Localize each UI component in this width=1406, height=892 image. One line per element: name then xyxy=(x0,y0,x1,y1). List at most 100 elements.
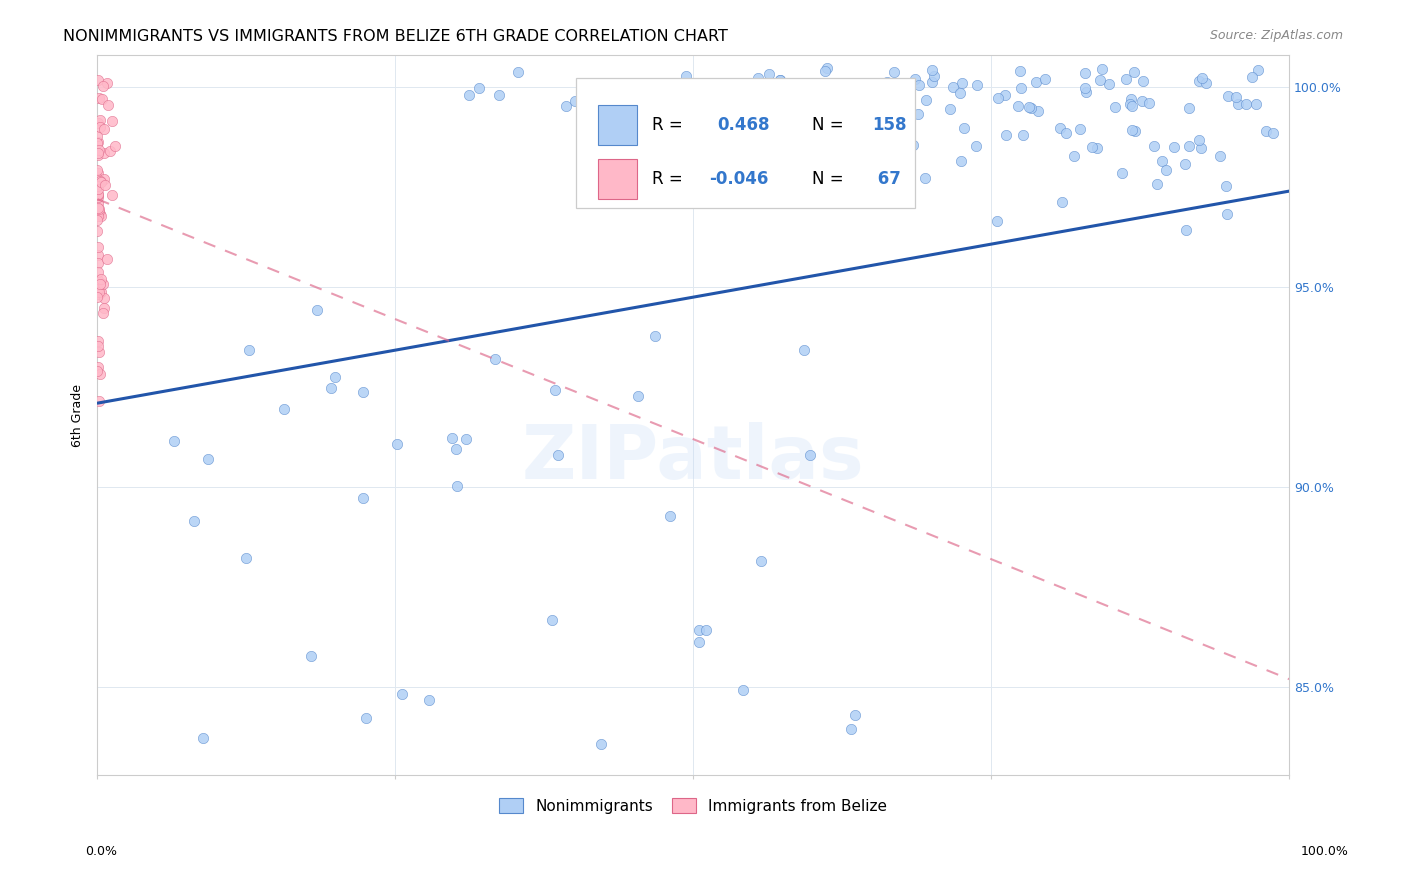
Point xyxy=(1143,139,1166,153)
Point xyxy=(484,352,506,367)
Point xyxy=(695,624,717,638)
Point xyxy=(441,431,464,445)
Point xyxy=(1240,70,1263,85)
Point xyxy=(91,306,114,320)
Point xyxy=(949,87,972,101)
Y-axis label: 6th Grade: 6th Grade xyxy=(72,384,84,447)
Point xyxy=(638,88,661,103)
Point xyxy=(93,291,115,305)
Point xyxy=(747,71,769,86)
Point xyxy=(87,173,110,187)
Point xyxy=(1073,66,1095,80)
Point xyxy=(841,722,863,736)
Point xyxy=(1050,195,1073,210)
Point xyxy=(163,434,186,448)
Point xyxy=(90,285,112,300)
Point xyxy=(986,214,1008,228)
Point xyxy=(995,128,1018,143)
Point xyxy=(1085,140,1108,154)
Point xyxy=(1121,99,1143,113)
Point xyxy=(1216,207,1239,221)
Point xyxy=(949,153,972,168)
Point xyxy=(749,112,772,126)
Point xyxy=(1019,101,1042,115)
Point xyxy=(749,553,772,567)
Point xyxy=(950,76,973,90)
Text: N =: N = xyxy=(813,116,844,134)
Point xyxy=(90,272,112,286)
Text: 158: 158 xyxy=(872,116,907,134)
Point xyxy=(87,240,110,254)
Point xyxy=(87,148,110,162)
Point xyxy=(941,79,963,94)
Point xyxy=(1152,153,1174,168)
Point xyxy=(1195,76,1218,90)
Point xyxy=(87,190,110,204)
Point xyxy=(1119,92,1142,106)
Point xyxy=(817,112,839,127)
Point xyxy=(1010,63,1032,78)
Point xyxy=(86,213,108,227)
Point xyxy=(1010,80,1032,95)
Point xyxy=(93,172,115,186)
Point xyxy=(1175,223,1198,237)
Text: 100.0%: 100.0% xyxy=(1301,845,1348,857)
Point xyxy=(585,128,607,142)
Point xyxy=(1246,63,1268,78)
Point xyxy=(666,76,689,90)
Point xyxy=(914,171,936,186)
Point xyxy=(93,301,115,315)
Text: Source: ZipAtlas.com: Source: ZipAtlas.com xyxy=(1209,29,1343,42)
Point xyxy=(769,73,792,87)
Point xyxy=(1137,96,1160,111)
Point xyxy=(799,448,821,462)
Point xyxy=(966,78,988,93)
Point xyxy=(555,99,578,113)
Point xyxy=(797,130,820,145)
Point xyxy=(86,128,108,143)
Point xyxy=(547,448,569,462)
Point xyxy=(987,91,1010,105)
Point xyxy=(860,112,883,127)
Point xyxy=(1119,97,1142,112)
Point xyxy=(564,95,586,109)
Point xyxy=(87,264,110,278)
Bar xyxy=(576,78,915,208)
Point xyxy=(1174,157,1197,171)
Point xyxy=(87,287,110,301)
Point xyxy=(1188,133,1211,147)
Point xyxy=(541,613,564,627)
Text: R =: R = xyxy=(651,116,682,134)
Point xyxy=(87,187,110,202)
Point xyxy=(921,62,943,77)
Point xyxy=(835,95,858,109)
Point xyxy=(87,73,110,87)
Point xyxy=(1088,73,1111,87)
Point xyxy=(1146,177,1168,191)
Point xyxy=(238,343,260,357)
Point xyxy=(89,120,111,135)
Point xyxy=(832,81,855,95)
Point xyxy=(444,442,467,456)
Text: NONIMMIGRANTS VS IMMIGRANTS FROM BELIZE 6TH GRADE CORRELATION CHART: NONIMMIGRANTS VS IMMIGRANTS FROM BELIZE … xyxy=(63,29,728,44)
Point xyxy=(1026,103,1049,118)
Point xyxy=(89,206,111,220)
Point xyxy=(89,91,111,105)
Point xyxy=(86,179,108,194)
Point xyxy=(758,67,780,81)
Point xyxy=(86,172,108,186)
Point xyxy=(273,402,295,417)
Text: -0.046: -0.046 xyxy=(709,170,768,188)
Point xyxy=(86,255,108,269)
Point xyxy=(659,508,682,523)
Point xyxy=(87,144,110,158)
Point xyxy=(468,81,491,95)
Point xyxy=(98,144,121,158)
Point xyxy=(197,452,219,467)
Point xyxy=(1035,71,1057,86)
Point xyxy=(86,224,108,238)
Point xyxy=(769,72,792,87)
Text: R =: R = xyxy=(651,170,682,188)
Point xyxy=(323,370,346,384)
Point xyxy=(89,202,111,216)
